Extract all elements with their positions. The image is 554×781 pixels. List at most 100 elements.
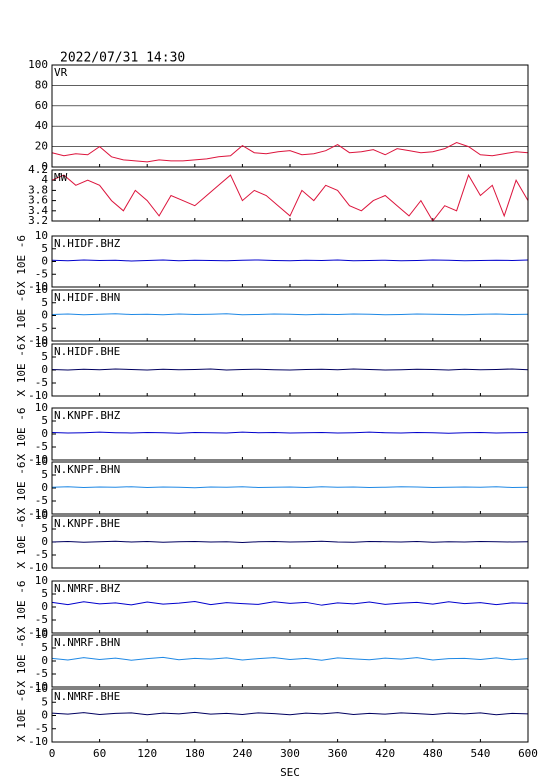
y-tick-label: 80 [35,78,48,91]
y-tick-label: 5 [41,350,48,363]
y-tick-label: -5 [35,548,48,561]
series-line [51,259,529,262]
y-tick-label: -5 [35,376,48,389]
chart-title: 2022/07/31 14:30 [60,51,185,66]
panel-frame [51,169,529,222]
y-tick-label: 4.2 [28,163,48,176]
y-tick-label: 60 [35,99,48,112]
x-tick-label: 420 [375,747,395,760]
y-tick-label: -10 [28,507,48,520]
y-tick-label: -10 [28,735,48,748]
y-tick-label: 0 [41,481,48,494]
y-tick-label: -5 [35,667,48,680]
y-tick-label: 4 [41,173,48,186]
y-tick-label: 10 [35,628,48,641]
series-line [51,368,529,371]
series-label: N.KNPF.BHZ [54,409,121,422]
x-tick-label: 120 [137,747,157,760]
y-tick-label: -10 [28,561,48,574]
series-line [51,173,529,222]
panel-frame [51,343,529,397]
series-label: N.NMRF.BHN [54,636,120,649]
panel-frame [51,407,529,461]
y-tick-label: 0 [41,427,48,440]
y-axis-label: X 10E -6 [15,581,28,634]
x-tick-label: 600 [518,747,538,760]
series-line [51,431,529,434]
y-tick-label: -10 [28,453,48,466]
y-tick-label: 40 [35,119,48,132]
y-tick-label: 10 [35,283,48,296]
y-tick-label: 5 [41,695,48,708]
panel-frame [51,461,529,515]
panel-frame [51,289,529,342]
y-axis-label: X 10E -6 [15,462,28,515]
x-tick-label: 540 [470,747,490,760]
series-line [51,313,529,316]
y-tick-label: -10 [28,680,48,693]
y-tick-label: 3.6 [28,194,48,207]
y-tick-label: -5 [35,613,48,626]
y-tick-label: 0 [41,709,48,722]
y-axis-label: X 10E -6 [15,289,28,342]
y-tick-label: 5 [41,522,48,535]
y-tick-label: 5 [41,641,48,654]
y-tick-label: 10 [35,401,48,414]
y-tick-label: 10 [35,455,48,468]
y-tick-label: 20 [35,140,48,153]
y-axis-label: X 10E -6 [15,344,28,397]
y-tick-label: -5 [35,267,48,280]
series-label: VR [54,66,68,79]
panel-frame [51,580,529,634]
y-tick-label: 5 [41,296,48,309]
y-tick-label: 10 [35,509,48,522]
series-line [51,486,529,489]
series-line [51,711,529,716]
y-tick-label: 10 [35,574,48,587]
y-tick-label: 3.8 [28,183,48,196]
y-tick-label: -5 [35,440,48,453]
y-tick-label: -10 [28,280,48,293]
y-tick-label: -5 [35,321,48,334]
series-line [51,656,529,661]
y-tick-label: -10 [28,334,48,347]
y-tick-label: 3.4 [28,204,48,217]
y-tick-label: 5 [41,414,48,427]
y-tick-label: 0 [41,160,48,173]
series-label: N.HIDF.BHN [54,291,120,304]
series-label: MW [54,171,68,184]
y-axis-label: X 10E -6 [15,635,28,688]
y-tick-label: 10 [35,337,48,350]
y-tick-label: 0 [41,654,48,667]
y-tick-label: 0 [41,600,48,613]
panel-frame [51,235,529,288]
y-tick-label: 100 [28,58,48,71]
series-label: N.KNPF.BHN [54,463,120,476]
x-tick-label: 60 [93,747,106,760]
y-tick-label: -5 [35,494,48,507]
x-tick-label: 360 [328,747,348,760]
series-label: N.HIDF.BHE [54,345,120,358]
panel-frame [51,688,529,743]
panel-frame [51,64,529,168]
y-tick-label: -10 [28,389,48,402]
x-tick-label: 0 [49,747,56,760]
y-tick-label: 0 [41,535,48,548]
y-tick-label: 0 [41,363,48,376]
y-axis-label: X 10E -6 [15,689,28,742]
y-tick-label: 0 [41,255,48,268]
y-axis-label: X 10E -6 [15,408,28,461]
y-tick-label: 5 [41,468,48,481]
y-tick-label: 3.2 [28,214,48,227]
series-label: N.HIDF.BHZ [54,237,121,250]
panel-frame [51,515,529,569]
x-tick-label: 480 [423,747,443,760]
y-tick-label: -10 [28,626,48,639]
y-axis-label: X 10E -6 [15,516,28,569]
panel-frame [51,634,529,688]
x-tick-label: 180 [185,747,205,760]
x-tick-label: 240 [232,747,252,760]
y-tick-label: -5 [35,722,48,735]
y-tick-label: 5 [41,242,48,255]
